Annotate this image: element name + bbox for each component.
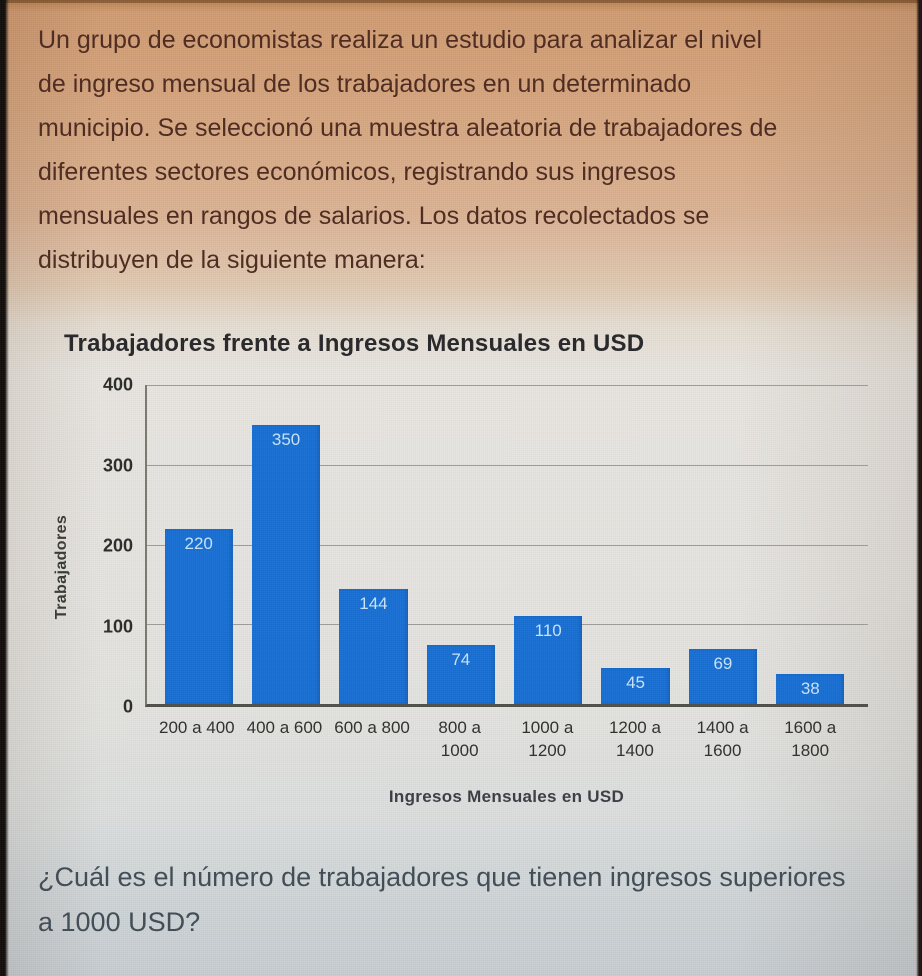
bar: 69: [688, 648, 757, 704]
bar: 350: [251, 424, 321, 704]
y-axis-tick-label: 100: [102, 616, 133, 636]
x-axis-category-label: 1400 a 1600: [696, 718, 749, 760]
plot-area: 220 350 144 74 110 45 69 38: [145, 385, 868, 707]
gridline: [147, 464, 868, 466]
bar-value-label: 45: [626, 673, 646, 693]
y-axis-tick-label: 200: [102, 535, 133, 556]
bar-value-label: 144: [359, 594, 388, 614]
bar: 144: [339, 589, 408, 704]
x-axis-category-label: 200 a 400: [158, 718, 235, 737]
bar: 45: [601, 668, 670, 704]
bar-value-label: 110: [534, 621, 562, 641]
chart-title: Trabajadores frente a Ingresos Mensuales…: [64, 330, 645, 357]
bar: 220: [164, 528, 233, 704]
y-axis-tick-label: 400: [102, 374, 133, 395]
question-text: ¿Cuál es el número de trabajadores que t…: [38, 862, 846, 937]
x-axis-category-label: 400 a 600: [246, 718, 323, 737]
x-axis-category-label: 1000 a 1200: [521, 718, 574, 760]
gridline: [147, 544, 868, 546]
y-axis-tick-label: 300: [102, 455, 133, 475]
x-axis-category-label: 800 a 1000: [438, 718, 481, 760]
x-axis-title: Ingresos Mensuales en USD: [388, 787, 625, 806]
gridline: [147, 624, 868, 626]
bar-slot: 110: [505, 385, 592, 704]
bar-value-label: 350: [271, 429, 301, 449]
bar-value-label: 74: [451, 650, 471, 669]
bar-slot: 45: [592, 385, 679, 704]
x-labels-row: 200 a 400 400 a 600 600 a 800 800 a 1000 100…: [145, 716, 868, 762]
bar-slot: 350: [242, 385, 329, 704]
screen-edge-right: [916, 0, 922, 976]
x-axis-category-label: 1600 a 1800: [784, 718, 837, 760]
bar-slot: 74: [417, 385, 504, 704]
bar-value-label: 38: [800, 678, 820, 698]
x-axis-category-label: 1200 a 1400: [608, 718, 661, 760]
problem-statement: Un grupo de economistas realiza un estud…: [38, 26, 778, 274]
bar: 110: [514, 616, 583, 704]
x-axis-category-label: 600 a 800: [334, 718, 410, 737]
screen-edge-top: [0, 0, 922, 3]
y-axis: 0 100 200 300 400: [58, 375, 133, 717]
bar-slot: 38: [767, 385, 854, 704]
bars-row: 220 350 144 74 110 45 69 38: [147, 385, 868, 704]
bar-value-label: 220: [184, 533, 213, 553]
bar: 38: [776, 673, 845, 704]
gridline: [147, 385, 868, 386]
screen-edge-left: [0, 0, 9, 976]
y-axis-tick-label: 0: [122, 696, 133, 717]
bar-slot: 220: [155, 385, 242, 704]
bar-slot: 69: [679, 385, 766, 704]
bar-value-label: 69: [713, 653, 733, 673]
bar-slot: 144: [330, 385, 417, 704]
bar: 74: [426, 645, 495, 704]
